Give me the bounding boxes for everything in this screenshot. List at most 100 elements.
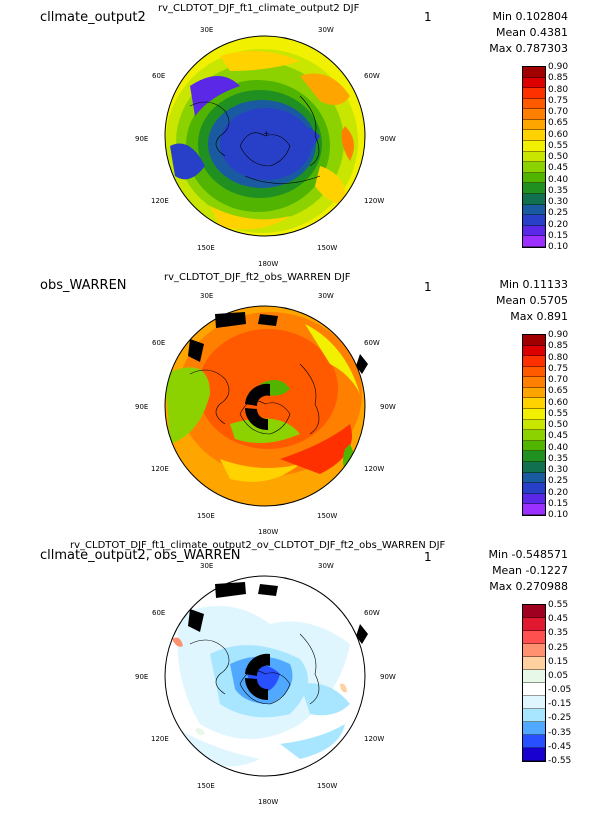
plot-title: rv_CLDTOT_DJF_ft1_climate_output2 DJF <box>158 3 360 14</box>
colorbar-swatch <box>523 709 545 722</box>
colorbar-swatch <box>523 67 545 78</box>
stat-max: Max 0.787303 <box>489 42 568 55</box>
panel-climate-output2: cllmate_output2 rv_CLDTOT_DJF_ft1_climat… <box>0 0 606 270</box>
colorbar-tick-label: 0.40 <box>548 442 569 453</box>
panel-difference: rv_CLDTOT_DJF_ft1_climate_output2_ov_CLD… <box>0 540 606 810</box>
lon-label: 90W <box>380 135 396 143</box>
colorbar-swatch <box>523 472 545 484</box>
polar-map: + <box>164 35 366 237</box>
colorbar-tick-label: 0.25 <box>548 476 569 487</box>
colorbar-swatch <box>523 605 545 618</box>
svg-text:+: + <box>263 129 270 138</box>
colorbar-tick-label: 0.45 <box>548 163 569 174</box>
colorbar-tick-label: 0.65 <box>548 386 569 397</box>
colorbar-swatch <box>523 683 545 696</box>
panel-obs-warren: obs_WARREN rv_CLDTOT_DJF_ft2_obs_WARREN … <box>0 272 606 542</box>
colorbar-tick-label: -0.55 <box>548 756 572 766</box>
colorbar-swatch <box>523 696 545 709</box>
colorbar-swatch <box>523 119 545 131</box>
colorbar-swatch <box>523 193 545 205</box>
colorbar-tick-label: 0.70 <box>548 375 569 385</box>
colorbar-tick-label: 0.25 <box>548 642 569 653</box>
colorbar-swatch <box>523 504 545 515</box>
lon-label: 120E <box>151 735 169 743</box>
lon-label: 60E <box>152 339 166 347</box>
lon-label: 150E <box>197 244 215 252</box>
colorbar-swatch <box>523 236 545 247</box>
missing-data <box>188 582 368 701</box>
lon-label: 120W <box>364 735 385 743</box>
colorbar-swatch <box>523 451 545 462</box>
colorbar-tick-label: 0.45 <box>548 431 569 442</box>
colorbar <box>522 66 546 248</box>
polar-map <box>164 305 368 507</box>
lon-label: 120W <box>364 465 385 473</box>
colorbar-swatch <box>523 141 545 152</box>
colorbar-tick-label: -0.25 <box>548 713 572 724</box>
colorbar-swatch <box>523 461 545 473</box>
lon-label: 150W <box>317 244 338 252</box>
colorbar-swatch <box>523 204 545 216</box>
colorbar-tick-label: 0.60 <box>548 397 569 408</box>
colorbar-tick-label: 0.50 <box>548 152 569 162</box>
colorbar-tick-label: 0.35 <box>548 185 569 196</box>
lon-label: 180W <box>258 798 279 806</box>
colorbar-swatch <box>523 377 545 388</box>
colorbar-tick-label: 0.50 <box>548 420 569 430</box>
lon-label: 30E <box>200 562 214 570</box>
colorbar-tick-label: 0.35 <box>548 453 569 464</box>
colorbar-tick-label: 0.85 <box>548 73 569 84</box>
lon-label: 30W <box>318 292 334 300</box>
stat-min: Min 0.102804 <box>492 10 568 23</box>
colorbar-swatch <box>523 130 545 142</box>
colorbar-swatch <box>523 430 545 441</box>
lon-label: 30E <box>200 292 214 300</box>
colorbar <box>522 334 546 516</box>
lon-label: 120E <box>151 197 169 205</box>
lon-label: 120E <box>151 465 169 473</box>
stat-mean: Mean 0.4381 <box>496 26 568 39</box>
plot-index: 1 <box>424 550 432 564</box>
colorbar-swatch <box>523 657 545 670</box>
lon-label: 60E <box>152 609 166 617</box>
colorbar-swatch <box>523 335 545 346</box>
colorbar-swatch <box>523 722 545 735</box>
colorbar-tick-label: -0.35 <box>548 727 572 738</box>
stat-max: Max 0.270988 <box>489 580 568 593</box>
lon-label: 90E <box>135 673 149 681</box>
lon-label: 150W <box>317 512 338 520</box>
colorbar-tick-label: 0.15 <box>548 498 569 509</box>
colorbar-swatch <box>523 631 545 644</box>
colorbar-tick-label: 0.60 <box>548 129 569 140</box>
colorbar-swatch <box>523 151 545 163</box>
colorbar-tick-label: 0.30 <box>548 197 569 207</box>
panel-name: obs_WARREN <box>40 278 127 293</box>
colorbar-tick-label: 0.40 <box>548 174 569 185</box>
colorbar-tick-label: 0.90 <box>548 62 569 72</box>
polar-map <box>164 575 368 777</box>
colorbar-swatch <box>523 88 545 99</box>
panel-name: cllmate_output2 <box>40 10 146 25</box>
colorbar-swatch <box>523 98 545 110</box>
lon-label: 150W <box>317 782 338 790</box>
colorbar-swatch <box>523 735 545 748</box>
colorbar-tick-label: 0.65 <box>548 118 569 129</box>
colorbar-tick-label: 0.30 <box>548 465 569 475</box>
colorbar-swatch <box>523 172 545 184</box>
colorbar <box>522 604 546 762</box>
lon-label: 180W <box>258 528 279 536</box>
lon-label: 60E <box>152 72 166 80</box>
colorbar-swatch <box>523 162 545 173</box>
colorbar-swatch <box>523 366 545 378</box>
colorbar-swatch <box>523 356 545 367</box>
plot-index: 1 <box>424 280 432 294</box>
plot-title: rv_CLDTOT_DJF_ft1_climate_output2_ov_CLD… <box>70 540 446 551</box>
colorbar-swatch <box>523 644 545 657</box>
lon-label: 150E <box>197 782 215 790</box>
colorbar-tick-label: 0.55 <box>548 408 569 419</box>
colorbar-tick-label: 0.15 <box>548 656 569 667</box>
stat-mean: Mean 0.5705 <box>496 294 568 307</box>
missing-data <box>188 312 368 431</box>
colorbar-tick-label: -0.15 <box>548 699 572 710</box>
plot-title: rv_CLDTOT_DJF_ft2_obs_WARREN DJF <box>164 272 351 283</box>
